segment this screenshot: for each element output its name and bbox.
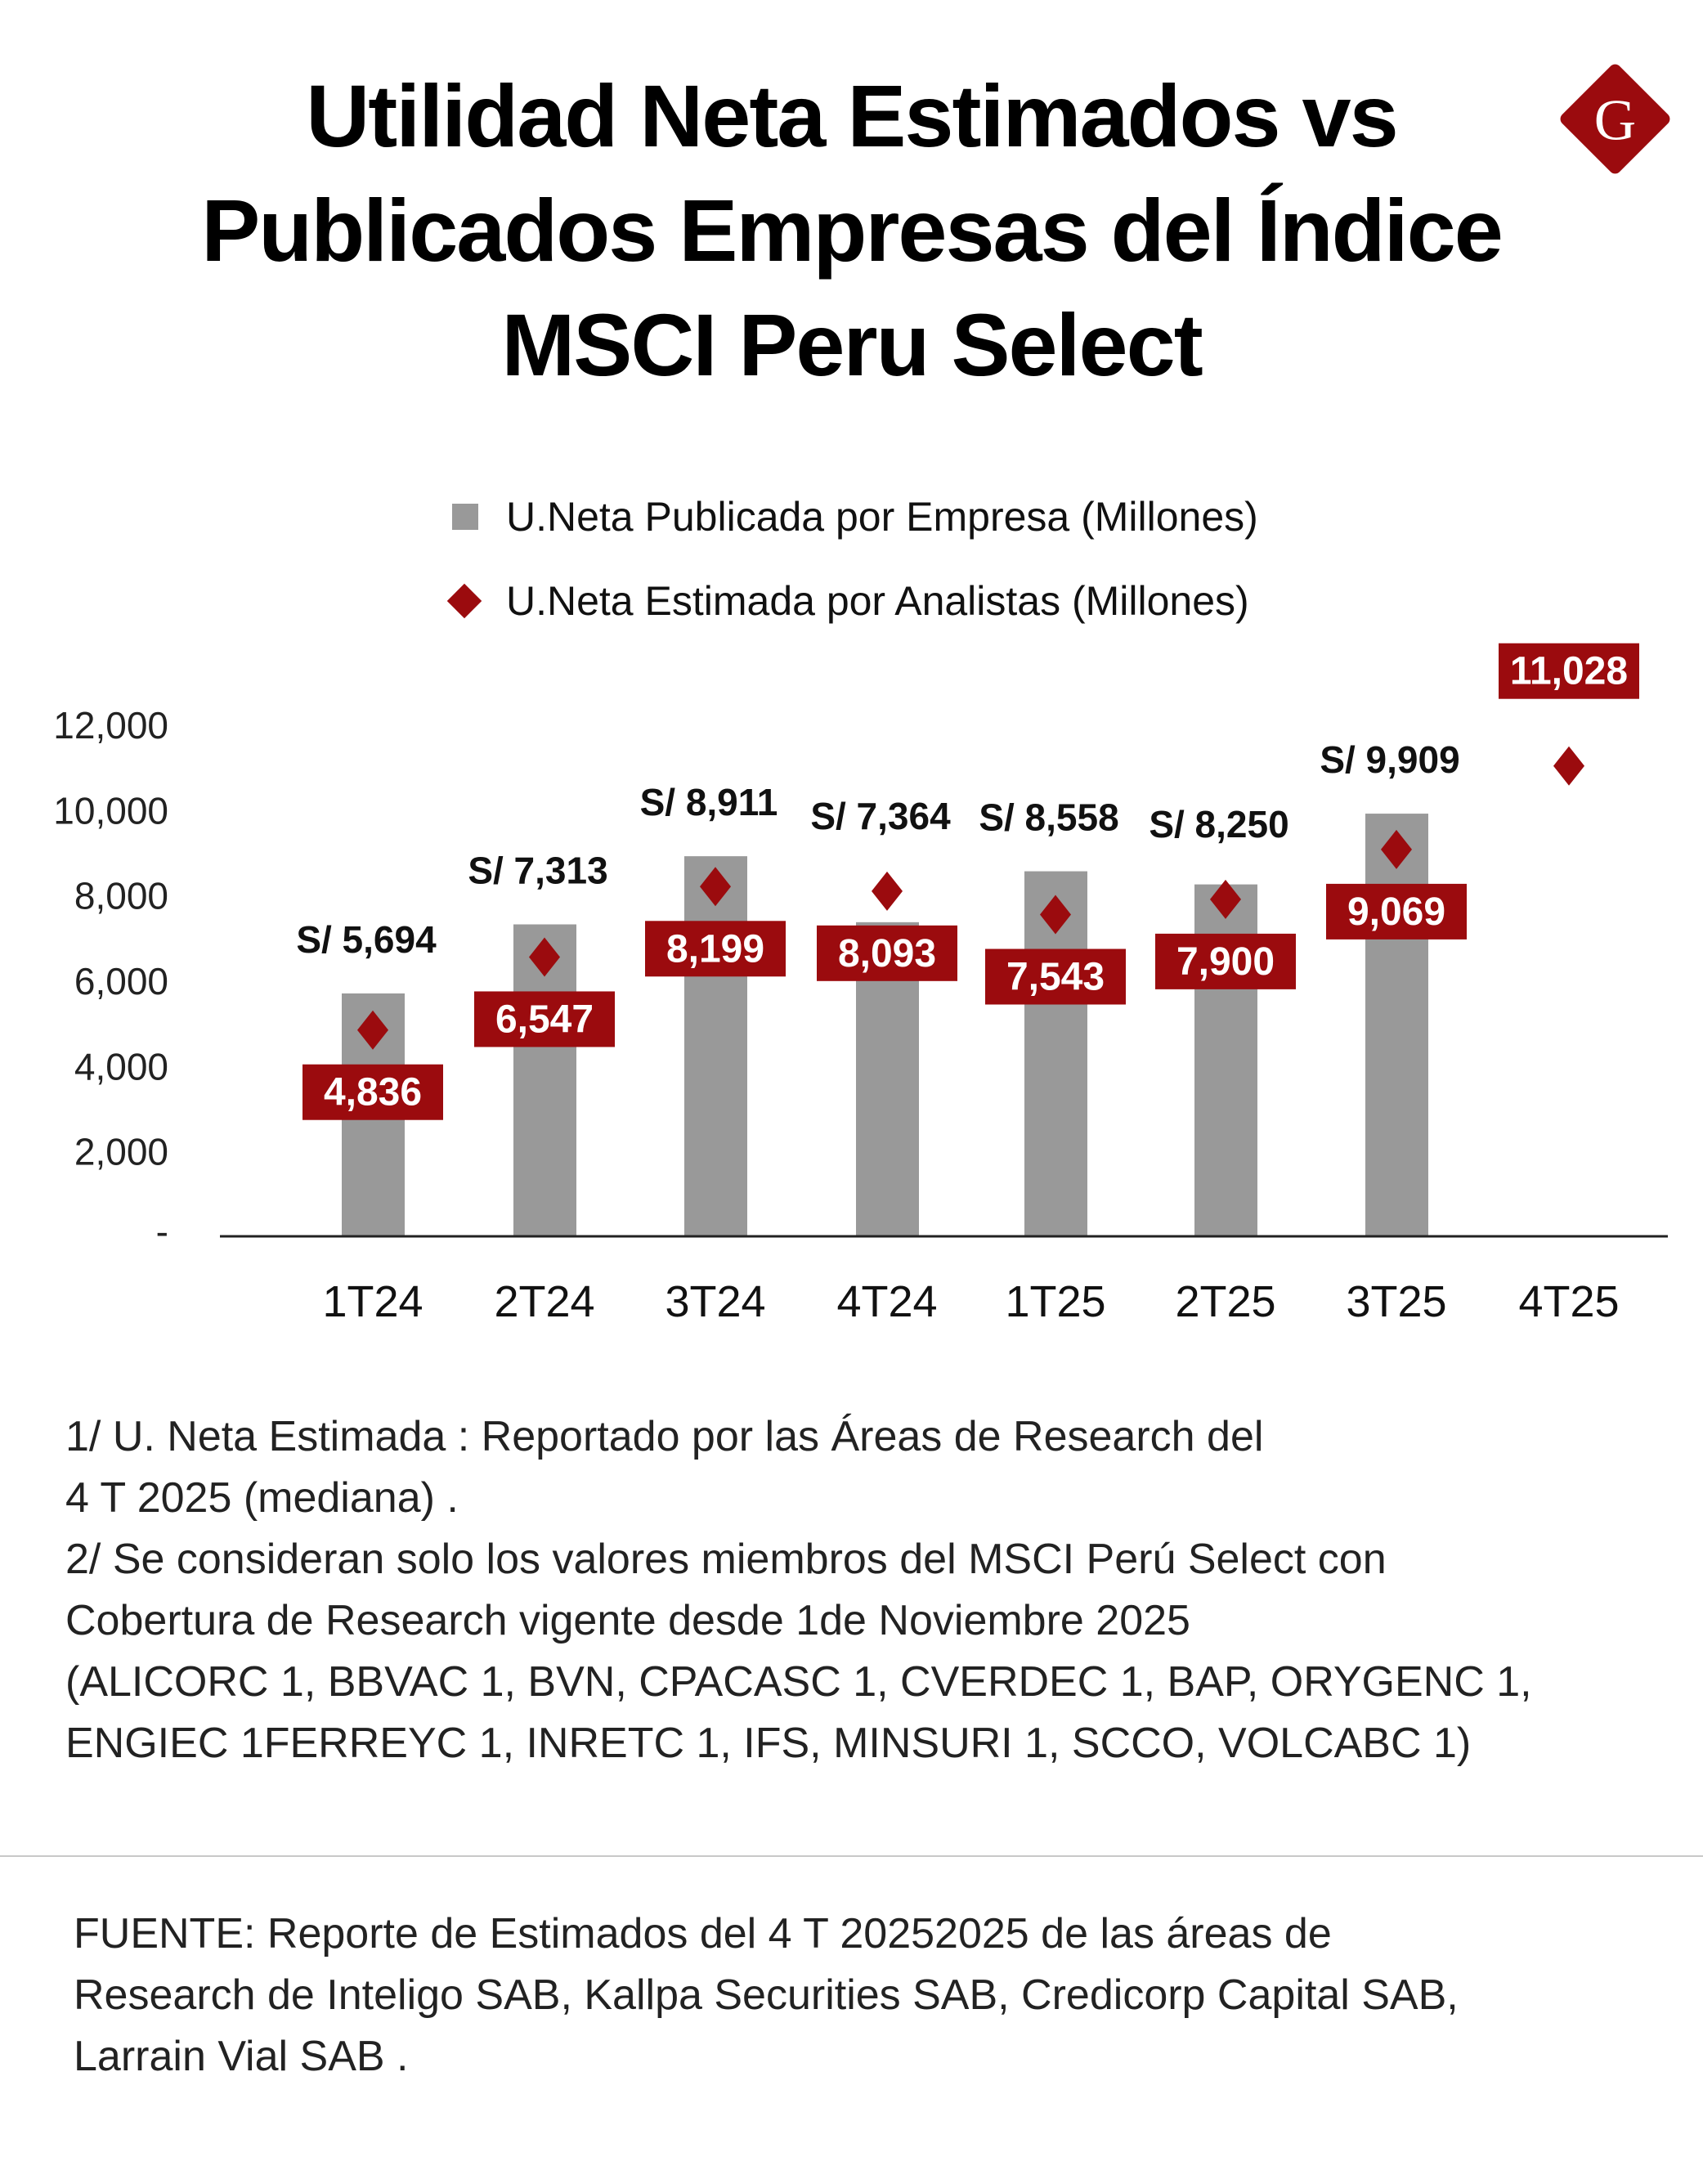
y-tick-label: - [156, 1210, 168, 1253]
legend-item-published: U.Neta Publicada por Empresa (Millones) [452, 493, 1258, 540]
source-line: Research de Inteligo SAB, Kallpa Securit… [74, 1971, 1459, 2019]
legend-item-estimated: U.Neta Estimada por Analistas (Millones) [446, 577, 1249, 625]
estimate-diamond-marker [529, 937, 560, 977]
estimate-label-box [1499, 643, 1639, 699]
estimate-diamond-marker [357, 1010, 388, 1050]
estimate-value-label: 9,069 [1347, 890, 1445, 934]
estimate-diamond-marker [1040, 895, 1071, 935]
source-line: Larrain Vial SAB . [74, 2033, 409, 2080]
y-tick-label: 6,000 [74, 960, 168, 1002]
x-tick-label: 2T24 [494, 1277, 594, 1326]
footnote-line: ENGIEC 1FERREYC 1, INRETC 1, IFS, MINSUR… [65, 1720, 1472, 1767]
estimate-label-box [985, 948, 1126, 1005]
x-tick-label: 1T25 [1005, 1277, 1105, 1326]
brand-logo: G [1560, 64, 1670, 174]
estimate-value-label: 7,543 [1006, 956, 1105, 999]
estimate-diamond-marker [1210, 879, 1241, 919]
published-value-label: S/ 8,250 [1149, 803, 1288, 845]
source-line: FUENTE: Reporte de Estimados del 4 T 202… [74, 1910, 1332, 1958]
title-line: Utilidad Neta Estimados vs [306, 66, 1398, 165]
footnote-line: Cobertura de Research vigente desde 1de … [65, 1597, 1190, 1644]
published-value-label: S/ 8,558 [979, 796, 1118, 839]
legend-square-icon [452, 504, 478, 530]
published-value-label: S/ 7,364 [810, 795, 951, 837]
estimate-diamond-marker [872, 871, 903, 911]
title-line: Publicados Empresas del Índice [201, 181, 1504, 280]
estimate-value-label: 11,028 [1510, 650, 1628, 693]
estimate-value-label: 8,199 [666, 927, 764, 971]
estimate-value-label: 7,900 [1176, 940, 1275, 984]
x-tick-label: 2T25 [1175, 1277, 1275, 1326]
legend-label: U.Neta Publicada por Empresa (Millones) [506, 494, 1258, 540]
footnote-line: (ALICORC 1, BBVAC 1, BVN, CPACASC 1, CVE… [65, 1658, 1532, 1706]
y-tick-label: 12,000 [53, 704, 168, 747]
estimate-label-box [645, 921, 786, 977]
footnotes: 1/ U. Neta Estimada : Reportado por las … [65, 1406, 1532, 1774]
chart-title: Utilidad Neta Estimados vs Publicados Em… [0, 59, 1703, 402]
estimate-value-label: 6,547 [495, 998, 594, 1041]
x-tick-label: 4T24 [836, 1277, 937, 1326]
estimate-label-box [1155, 933, 1296, 989]
y-tick-label: 8,000 [74, 875, 168, 917]
estimate-label-box [474, 991, 615, 1047]
estimate-label-box [817, 925, 957, 981]
bar-published [1365, 814, 1428, 1236]
estimate-value-label: 4,836 [324, 1071, 422, 1114]
estimate-value-label: 8,093 [838, 932, 936, 975]
estimate-label-box [303, 1064, 443, 1120]
footnote-line: 2/ Se consideran solo los valores miembr… [65, 1536, 1387, 1583]
title-line: MSCI Peru Select [501, 295, 1203, 394]
bar-published [684, 856, 747, 1236]
estimate-diamond-marker [700, 867, 731, 907]
estimate-diamond-marker [1381, 829, 1412, 869]
footnote-line: 1/ U. Neta Estimada : Reportado por las … [65, 1413, 1264, 1460]
source-note: FUENTE: Reporte de Estimados del 4 T 202… [74, 1904, 1459, 2088]
x-tick-label: 3T24 [665, 1277, 765, 1326]
logo-letter: G [1594, 87, 1636, 152]
x-tick-label: 4T25 [1518, 1277, 1619, 1326]
footnote-line: 4 T 2025 (mediana) . [65, 1474, 459, 1522]
published-value-label: S/ 5,694 [296, 918, 437, 961]
legend-label: U.Neta Estimada por Analistas (Millones) [506, 578, 1249, 624]
published-value-label: S/ 8,911 [640, 781, 778, 823]
bar-published [513, 924, 576, 1236]
published-value-label: S/ 9,909 [1320, 738, 1459, 781]
x-tick-label: 3T25 [1346, 1277, 1446, 1326]
y-tick-label: 10,000 [53, 789, 168, 832]
estimate-diamond-marker [1553, 746, 1584, 786]
chart-plot: - 2,000 4,000 6,000 8,000 10,000 12,000 1T24 2T2… [53, 643, 1668, 1326]
divider [0, 1855, 1703, 1857]
x-tick-label: 1T24 [322, 1277, 423, 1326]
y-tick-label: 2,000 [74, 1131, 168, 1173]
published-value-label: S/ 7,313 [468, 850, 607, 892]
estimate-label-box [1326, 883, 1467, 940]
y-tick-label: 4,000 [74, 1045, 168, 1088]
